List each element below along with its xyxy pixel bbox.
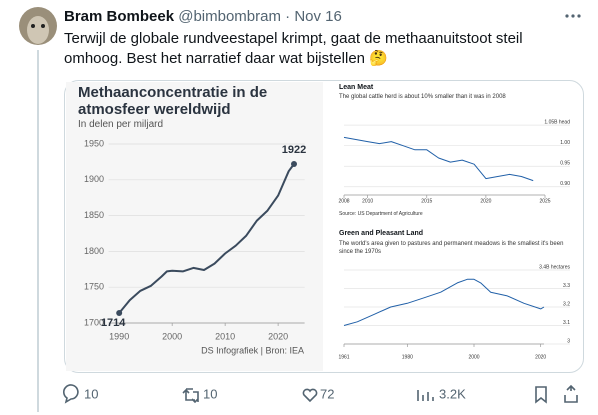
reply-count: 10 <box>84 386 98 401</box>
y-tick-label: 0.95 <box>560 161 570 167</box>
y-tick-label: 1750 <box>84 282 104 292</box>
line-series <box>343 278 545 326</box>
data-label: 1922 <box>282 144 306 156</box>
x-tick-label: 2015 <box>421 198 432 204</box>
x-tick-label: 1961 <box>338 354 349 360</box>
time[interactable]: Nov 16 <box>294 8 342 25</box>
point <box>116 309 123 316</box>
x-tick-label: 2000 <box>468 354 479 360</box>
views-icon[interactable] <box>417 390 434 401</box>
reply-icon[interactable] <box>63 384 79 404</box>
y-tick-label: 3.3 <box>563 283 570 289</box>
chart-title: Lean Meat <box>339 84 374 91</box>
y-tick-label: 3 <box>567 338 570 344</box>
x-tick-label: 2010 <box>362 198 373 204</box>
author-name[interactable]: Bram Bombeek <box>64 8 175 25</box>
chart-subtitle: The global cattle herd is about 10% smal… <box>339 94 506 100</box>
x-tick-label: 2020 <box>480 198 491 204</box>
more-icon[interactable] <box>565 14 581 18</box>
x-tick-label: 2020 <box>268 331 288 341</box>
separator: · <box>285 8 291 25</box>
y-tick-label: 3.4B hectares <box>539 264 570 270</box>
repost-count: 10 <box>203 386 217 401</box>
line-series <box>343 136 534 182</box>
y-tick-label: 0.90 <box>560 181 570 187</box>
y-tick-label: 1800 <box>84 246 104 256</box>
y-tick-label: 1.00 <box>560 140 570 146</box>
y-tick-label: 1850 <box>84 210 104 220</box>
chart-subtitle: In delen per miljard <box>78 119 164 130</box>
tweet-header: Bram Bombeek @bimbombram · Nov 16 <box>64 8 342 25</box>
y-tick-label: 1950 <box>84 138 104 148</box>
chart-title: Methaanconcentratie in de atmosfeer were… <box>78 84 268 118</box>
x-tick-label: 2010 <box>215 331 235 341</box>
bookmark-icon[interactable] <box>535 386 547 404</box>
like-icon[interactable] <box>302 388 318 403</box>
x-tick-label: 2020 <box>535 354 546 360</box>
x-tick-label: 1990 <box>109 331 129 341</box>
y-tick-label: 1.05B head <box>544 119 570 125</box>
line-series <box>118 163 295 314</box>
repost-icon[interactable] <box>182 388 199 404</box>
chart-title: Green and Pleasant Land <box>339 230 424 237</box>
y-tick-label: 3.1 <box>563 320 570 326</box>
point <box>291 161 298 168</box>
share-icon[interactable] <box>564 384 578 403</box>
data-label: 1714 <box>101 317 126 329</box>
x-tick-label: 2000 <box>162 331 182 341</box>
x-tick-label: 1980 <box>402 354 413 360</box>
tweet-text: Terwijl de globale rundveestapel krimpt,… <box>64 30 523 67</box>
chart-subtitle: The world's area given to pastures and p… <box>339 241 564 255</box>
y-tick-label: 3.2 <box>563 301 570 307</box>
x-tick-label: 2008 <box>338 198 349 204</box>
chart-source: DS Infografiek | Bron: IEA <box>201 345 304 355</box>
y-tick-label: 1700 <box>84 317 104 327</box>
avatar[interactable] <box>19 7 57 45</box>
view-count: 3.2K <box>439 386 466 401</box>
handle[interactable]: @bimbombram <box>178 8 281 25</box>
like-count: 72 <box>320 386 334 401</box>
y-tick-label: 1900 <box>84 174 104 184</box>
x-tick-label: 2025 <box>539 198 550 204</box>
chart-source: Source: US Department of Agriculture <box>339 211 423 217</box>
